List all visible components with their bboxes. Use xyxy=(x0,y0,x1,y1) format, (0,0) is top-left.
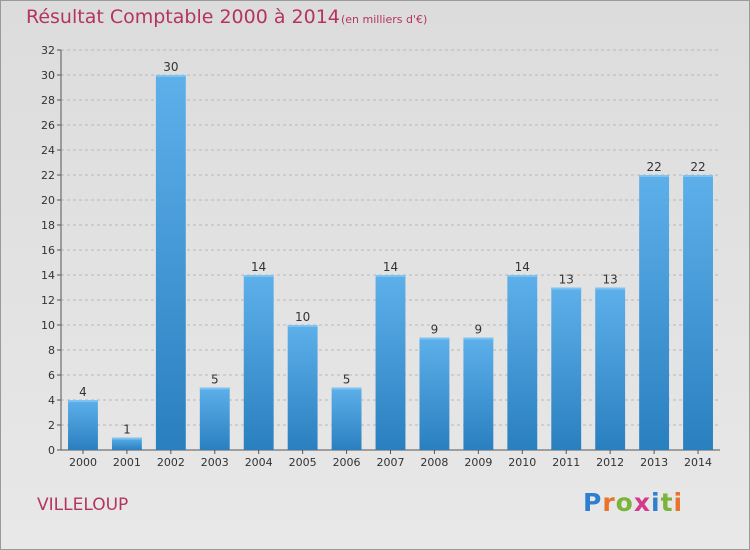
y-tick-label: 12 xyxy=(41,294,55,307)
x-tick-label: 2007 xyxy=(377,456,405,469)
logo-letter: o xyxy=(615,488,634,517)
x-tick-label: 2005 xyxy=(289,456,317,469)
y-tick-label: 4 xyxy=(48,394,55,407)
bar-top-highlight xyxy=(463,337,494,340)
labels: 2000 4 2001 1 2002 30 2003 5 2004 14 2005 10 2006 5 20… xyxy=(69,60,712,469)
bar-2006 xyxy=(331,387,362,450)
bar-top-highlight xyxy=(551,287,582,290)
bar-top-highlight xyxy=(639,175,670,177)
x-tick-label: 2001 xyxy=(113,456,141,469)
y-tick-label: 32 xyxy=(41,44,55,57)
bar-2007 xyxy=(375,275,406,450)
logo-letter: t xyxy=(660,488,674,517)
bar-top-highlight xyxy=(595,287,626,290)
bar-top-highlight xyxy=(68,400,98,402)
logo-letter: x xyxy=(633,488,651,517)
data-label: 14 xyxy=(383,260,398,274)
data-label: 4 xyxy=(79,385,87,399)
logo-letter: P xyxy=(583,488,603,517)
x-tick-label: 2012 xyxy=(596,456,624,469)
y-tick-label: 20 xyxy=(41,194,55,207)
y-tick-label: 30 xyxy=(41,69,55,82)
data-label: 13 xyxy=(559,273,574,287)
data-label: 5 xyxy=(343,373,351,387)
bar-2001 xyxy=(111,437,142,450)
y-tick-label: 16 xyxy=(41,244,55,257)
data-label: 13 xyxy=(603,273,618,287)
y-tick-label: 8 xyxy=(48,344,55,357)
data-label: 1 xyxy=(123,423,131,437)
bar-2000 xyxy=(68,400,98,450)
y-tick-label: 14 xyxy=(41,269,55,282)
bar-2009 xyxy=(463,337,494,450)
y-tick-label: 6 xyxy=(48,369,55,382)
bar-2008 xyxy=(419,337,450,450)
x-tick-label: 2008 xyxy=(420,456,448,469)
bar-top-highlight xyxy=(243,275,274,277)
data-label: 10 xyxy=(295,310,310,324)
y-tick-label: 0 xyxy=(48,444,55,457)
data-label: 22 xyxy=(646,160,661,174)
data-label: 9 xyxy=(431,323,439,337)
data-label: 22 xyxy=(690,160,705,174)
bar-2005 xyxy=(287,325,318,450)
proxiti-logo: Proxiti xyxy=(583,488,683,517)
x-tick-label: 2011 xyxy=(552,456,580,469)
y-tick-label: 10 xyxy=(41,319,55,332)
bar-top-highlight xyxy=(331,387,362,390)
bar-2012 xyxy=(595,287,626,450)
bar-top-highlight xyxy=(375,275,406,277)
logo-letter: r xyxy=(602,488,616,517)
y-tick-label: 18 xyxy=(41,219,55,232)
x-tick-label: 2006 xyxy=(333,456,361,469)
bar-2003 xyxy=(199,387,230,450)
bar-top-highlight xyxy=(683,175,713,177)
bar-2014 xyxy=(683,175,713,450)
x-tick-label: 2010 xyxy=(508,456,536,469)
x-tick-label: 2009 xyxy=(464,456,492,469)
data-label: 30 xyxy=(163,60,178,74)
bar-top-highlight xyxy=(199,387,230,390)
y-tick-label: 2 xyxy=(48,419,55,432)
bar-2010 xyxy=(507,275,538,450)
bar-top-highlight xyxy=(111,437,142,440)
bars xyxy=(68,75,713,450)
bar-top-highlight xyxy=(155,75,186,77)
y-tick-label: 26 xyxy=(41,119,55,132)
logo-letter: i xyxy=(651,488,661,517)
x-tick-label: 2013 xyxy=(640,456,668,469)
bar-top-highlight xyxy=(419,337,450,340)
chart-title: Résultat Comptable 2000 à 2014 xyxy=(26,6,340,28)
logo-letter: i xyxy=(673,488,684,517)
data-label: 14 xyxy=(515,260,530,274)
x-tick-label: 2002 xyxy=(157,456,185,469)
x-tick-label: 2014 xyxy=(684,456,712,469)
y-tick-label: 24 xyxy=(41,144,55,157)
data-label: 14 xyxy=(251,260,266,274)
x-tick-label: 2004 xyxy=(245,456,273,469)
x-tick-label: 2000 xyxy=(69,456,97,469)
y-tick-label: 22 xyxy=(41,169,55,182)
x-tick-label: 2003 xyxy=(201,456,229,469)
bar-2013 xyxy=(639,175,670,450)
bar-top-highlight xyxy=(507,275,538,277)
y-tick-label: 28 xyxy=(41,94,55,107)
data-label: 5 xyxy=(211,373,219,387)
chart-subtitle: (en milliers d'€) xyxy=(341,13,428,26)
data-label: 9 xyxy=(475,323,483,337)
bar-2002 xyxy=(155,75,186,450)
bar-2004 xyxy=(243,275,274,450)
bar-2011 xyxy=(551,287,582,450)
commune-name: VILLELOUP xyxy=(37,495,129,515)
bar-top-highlight xyxy=(287,325,318,327)
